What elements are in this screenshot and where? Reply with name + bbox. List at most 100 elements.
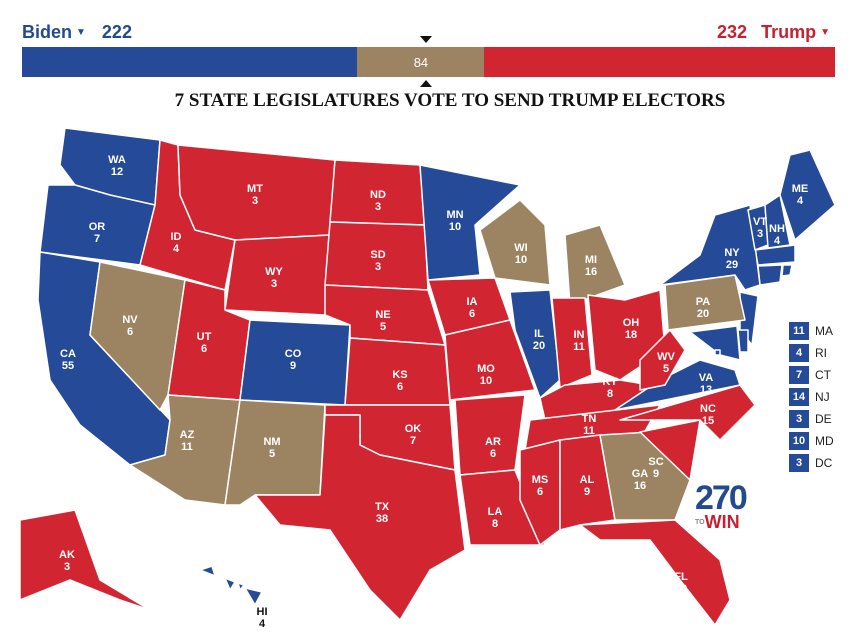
state-ri[interactable] bbox=[781, 264, 793, 277]
state-il[interactable] bbox=[509, 289, 561, 399]
state-md[interactable] bbox=[689, 325, 741, 361]
legend-state: CT bbox=[815, 368, 831, 382]
rep-bar bbox=[484, 47, 835, 77]
state-label-wy: WY 3 bbox=[265, 266, 283, 290]
tossup-bar: 84 bbox=[357, 47, 485, 77]
state-al[interactable] bbox=[559, 434, 616, 531]
state-label-co: CO 9 bbox=[285, 348, 302, 372]
state-label-ky: KY 8 bbox=[602, 376, 618, 400]
dem-candidate[interactable]: Biden ▼ 222 bbox=[22, 22, 132, 43]
small-states-legend: 11 MA 4 RI 7 CT 14 NJ 3 DE 10 MD 3 DC bbox=[789, 320, 834, 474]
legend-item-ri[interactable]: 4 RI bbox=[789, 342, 834, 364]
state-label-ar: AR 6 bbox=[485, 436, 501, 460]
legend-item-ma[interactable]: 11 MA bbox=[789, 320, 834, 342]
state-hi-island[interactable] bbox=[237, 582, 245, 591]
legend-ev: 11 bbox=[789, 322, 809, 340]
legend-item-de[interactable]: 3 DE bbox=[789, 408, 834, 430]
legend-state: RI bbox=[815, 346, 827, 360]
270towin-logo: 270 TOWIN bbox=[695, 479, 748, 532]
state-label-az: AZ 11 bbox=[180, 429, 195, 453]
rep-candidate[interactable]: 232 Trump ▼ bbox=[705, 22, 834, 43]
state-hi[interactable] bbox=[199, 565, 216, 577]
state-label-nm: NM 5 bbox=[263, 436, 280, 460]
state-label-la: LA 8 bbox=[488, 506, 503, 530]
state-label-id: ID 4 bbox=[171, 231, 182, 255]
dem-bar bbox=[22, 47, 358, 77]
state-label-ia: IA 6 bbox=[467, 296, 478, 320]
state-label-mn: MN 10 bbox=[446, 209, 463, 233]
legend-state: DE bbox=[815, 412, 832, 426]
state-mn[interactable] bbox=[419, 164, 521, 281]
headline: 7 STATE LEGISLATURES VOTE TO SEND TRUMP … bbox=[174, 90, 726, 111]
state-label-nc: NC 15 bbox=[700, 403, 716, 427]
legend-item-dc[interactable]: 3 DC bbox=[789, 452, 834, 474]
state-label-sc: SC 9 bbox=[648, 456, 663, 480]
legend-ev: 3 bbox=[789, 454, 809, 472]
legend-item-ct[interactable]: 7 CT bbox=[789, 364, 834, 386]
state-label-ak: AK 3 bbox=[59, 549, 75, 573]
state-label-ut: UT 6 bbox=[197, 331, 212, 355]
legend-ev: 10 bbox=[789, 432, 809, 450]
state-ak[interactable] bbox=[19, 509, 151, 611]
tossup-ev-total: 84 bbox=[413, 54, 429, 70]
caret-down-icon[interactable]: ▼ bbox=[820, 27, 830, 38]
state-label-wi: WI 10 bbox=[514, 242, 527, 266]
state-label-ok: OK 7 bbox=[405, 423, 422, 447]
caret-down-icon[interactable]: ▼ bbox=[76, 27, 86, 38]
state-label-mo: MO 10 bbox=[477, 363, 495, 387]
state-la[interactable] bbox=[459, 469, 546, 546]
state-label-nh: NH 4 bbox=[769, 223, 785, 247]
state-nh[interactable] bbox=[764, 194, 791, 249]
legend-ev: 4 bbox=[789, 344, 809, 362]
state-label-or: OR 7 bbox=[89, 221, 106, 245]
legend-state: MD bbox=[815, 434, 834, 448]
state-fl[interactable] bbox=[579, 519, 731, 626]
state-hi-island[interactable] bbox=[244, 587, 263, 606]
state-label-vt: VT 3 bbox=[753, 216, 767, 240]
legend-state: DC bbox=[815, 456, 833, 470]
state-hi-island[interactable] bbox=[224, 577, 236, 591]
state-label-al: AL 9 bbox=[580, 474, 595, 498]
state-mi[interactable] bbox=[564, 224, 626, 306]
legend-item-md[interactable]: 10 MD bbox=[789, 430, 834, 452]
state-nc[interactable] bbox=[619, 384, 756, 441]
state-label-ga: GA 16 bbox=[632, 468, 649, 492]
state-label-ny: NY 29 bbox=[724, 247, 740, 271]
state-label-mi: MI 16 bbox=[585, 254, 597, 278]
legend-ev: 14 bbox=[789, 388, 809, 406]
state-label-ms: MS 6 bbox=[532, 474, 549, 498]
state-ms[interactable] bbox=[519, 439, 561, 546]
state-label-wv: WV 5 bbox=[657, 351, 675, 375]
state-sc[interactable] bbox=[639, 419, 701, 481]
midpoint-marker-bottom-icon bbox=[420, 80, 432, 87]
state-mo[interactable] bbox=[444, 319, 536, 401]
state-ny[interactable] bbox=[659, 204, 761, 291]
state-label-ca: CA 55 bbox=[60, 348, 76, 372]
legend-state: NJ bbox=[815, 390, 830, 404]
state-label-ne: NE 5 bbox=[375, 309, 390, 333]
dem-ev-total: 222 bbox=[101, 22, 132, 42]
state-label-tx: TX 38 bbox=[375, 501, 390, 525]
legend-item-nj[interactable]: 14 NJ bbox=[789, 386, 834, 408]
state-label-sd: SD 3 bbox=[370, 249, 385, 273]
ev-progress-bar: 84 bbox=[22, 47, 835, 77]
state-label-nd: ND 3 bbox=[370, 189, 386, 213]
state-label-me: ME 4 bbox=[792, 183, 809, 207]
state-me[interactable] bbox=[779, 149, 836, 241]
rep-ev-total: 232 bbox=[717, 22, 748, 42]
state-ar[interactable] bbox=[454, 394, 526, 476]
state-ct[interactable] bbox=[757, 264, 783, 286]
state-wv[interactable] bbox=[639, 329, 686, 391]
state-in[interactable] bbox=[551, 297, 593, 389]
state-tx[interactable] bbox=[254, 414, 466, 621]
midpoint-marker-top-icon bbox=[420, 36, 432, 43]
state-label-in: IN 11 bbox=[573, 329, 585, 353]
state-label-pa: PA 20 bbox=[696, 296, 711, 320]
state-label-tn: TN 11 bbox=[582, 413, 597, 437]
dem-candidate-name: Biden bbox=[22, 22, 73, 42]
state-nv[interactable] bbox=[89, 261, 186, 411]
state-wi[interactable] bbox=[479, 199, 551, 286]
state-label-fl: FL 29 bbox=[674, 571, 688, 595]
state-dc[interactable] bbox=[714, 349, 721, 356]
